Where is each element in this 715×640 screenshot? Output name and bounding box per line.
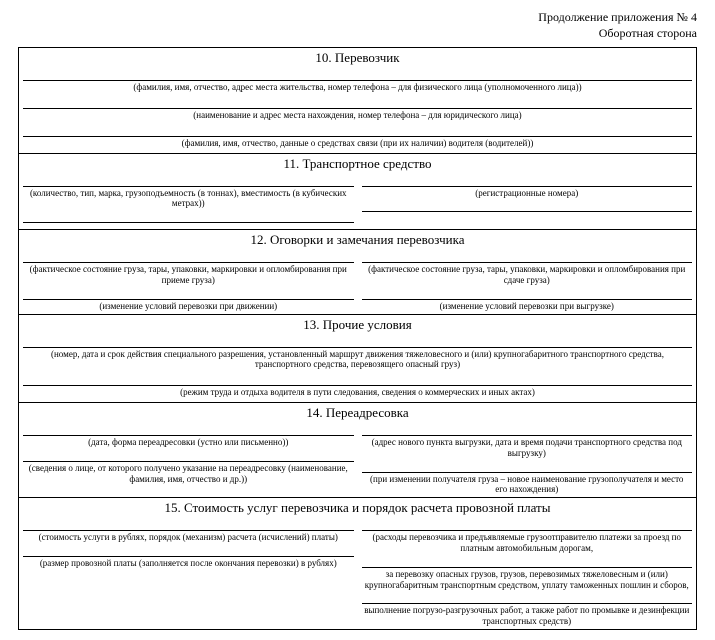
section-11-title: 11. Транспортное средство — [19, 153, 696, 175]
s12-right-line1[interactable] — [362, 251, 693, 263]
s11-left-line2[interactable] — [23, 211, 354, 223]
s13-line1[interactable] — [23, 336, 692, 348]
s11-right-cap: (регистрационные номера) — [362, 187, 693, 201]
s13-cap2: (режим труда и отдыха водителя в пути сл… — [23, 386, 692, 402]
header-line1: Продолжение приложения № 4 — [18, 10, 697, 26]
s11-right-line2[interactable] — [362, 200, 693, 212]
s12-right-cap2: (изменение условий перевозки при выгрузк… — [362, 300, 693, 314]
s14-right-line2[interactable] — [362, 461, 693, 473]
s15-left-line1[interactable] — [23, 519, 354, 531]
s14-left-line1[interactable] — [23, 424, 354, 436]
s15-right-cap3: выполнение погрузо-разгрузочных работ, а… — [362, 604, 693, 629]
section-10-title: 10. Перевозчик — [19, 48, 696, 69]
s14-left-cap2: (сведения о лице, от которого получено у… — [23, 462, 354, 487]
s11-right-line1[interactable] — [362, 175, 693, 187]
s11-left-line1[interactable] — [23, 175, 354, 187]
s10-cap1: (фамилия, имя, отчество, адрес места жит… — [23, 81, 692, 97]
s10-cap2: (наименование и адрес места нахождения, … — [23, 109, 692, 125]
s14-left-line2[interactable] — [23, 450, 354, 462]
s10-line3[interactable] — [23, 125, 692, 137]
section-14-title: 14. Переадресовка — [19, 402, 696, 424]
s10-line1[interactable] — [23, 69, 692, 81]
section-15-title: 15. Стоимость услуг перевозчика и порядо… — [19, 497, 696, 519]
s14-right-cap1: (адрес нового пункта выгрузки, дата и вр… — [362, 436, 693, 461]
s10-line2[interactable] — [23, 97, 692, 109]
s14-right-cap2: (при изменении получателя груза – новое … — [362, 473, 693, 498]
s12-right-cap1: (фактическое состояние груза, тары, упак… — [362, 263, 693, 288]
s15-right-cap1: (расходы перевозчика и предъявляемые гру… — [362, 531, 693, 556]
s12-left-line1[interactable] — [23, 251, 354, 263]
header-line2: Оборотная сторона — [18, 26, 697, 42]
page-header: Продолжение приложения № 4 Оборотная сто… — [18, 10, 697, 41]
s12-left-cap1: (фактическое состояние груза, тары, упак… — [23, 263, 354, 288]
s12-right-line2[interactable] — [362, 288, 693, 300]
s12-left-line2[interactable] — [23, 288, 354, 300]
s15-right-cap2: за перевозку опасных грузов, грузов, пер… — [362, 568, 693, 593]
s10-cap3: (фамилия, имя, отчество, данные о средст… — [23, 137, 692, 153]
s14-columns: (дата, форма переадресовки (устно или пи… — [19, 424, 696, 497]
s15-left-cap2: (размер провозной платы (заполняется пос… — [23, 557, 354, 571]
s15-left-cap1: (стоимость услуги в рублях, порядок (мех… — [23, 531, 354, 545]
s11-left-cap: (количество, тип, марка, грузоподъемност… — [23, 187, 354, 212]
s15-right-line3[interactable] — [362, 592, 693, 604]
s15-right-line2[interactable] — [362, 556, 693, 568]
s11-columns: (количество, тип, марка, грузоподъемност… — [19, 175, 696, 230]
s15-left-line2[interactable] — [23, 545, 354, 557]
s12-left-cap2: (изменение условий перевозки при движени… — [23, 300, 354, 314]
s15-columns: (стоимость услуги в рублях, порядок (мех… — [19, 519, 696, 629]
s13-line2[interactable] — [23, 374, 692, 386]
s14-left-cap1: (дата, форма переадресовки (устно или пи… — [23, 436, 354, 450]
s13-cap1: (номер, дата и срок действия специальног… — [23, 348, 692, 375]
s15-right-line1[interactable] — [362, 519, 693, 531]
s14-right-line1[interactable] — [362, 424, 693, 436]
section-13-title: 13. Прочие условия — [19, 314, 696, 336]
form-frame: 10. Перевозчик (фамилия, имя, отчество, … — [18, 47, 697, 630]
s12-columns: (фактическое состояние груза, тары, упак… — [19, 251, 696, 313]
section-12-title: 12. Оговорки и замечания перевозчика — [19, 229, 696, 251]
